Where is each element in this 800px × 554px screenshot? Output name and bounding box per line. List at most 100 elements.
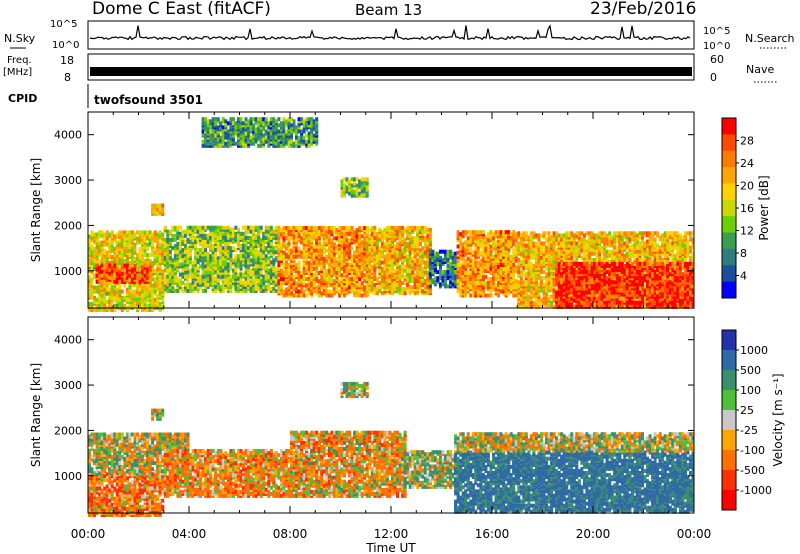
power-cell (426, 252, 430, 257)
power-cell (158, 259, 162, 263)
power-cell (125, 291, 129, 296)
power-cell (257, 282, 261, 287)
power-cell (118, 301, 122, 306)
power-cell (151, 236, 155, 241)
power-cell (274, 256, 278, 261)
power-cell (239, 264, 243, 269)
power-cell (287, 285, 291, 290)
power-cell (204, 264, 208, 269)
power-cell (90, 277, 94, 282)
power-cell (244, 270, 248, 275)
power-cell (186, 246, 190, 251)
power-cell (148, 277, 152, 282)
power-cell (201, 248, 205, 253)
power-cell (385, 258, 389, 263)
power-cell (237, 264, 240, 269)
power-cell (158, 279, 162, 284)
power-cell (345, 271, 349, 275)
power-cell (396, 232, 399, 236)
power-cell (176, 288, 180, 293)
power-cell (88, 242, 91, 247)
power-cell (125, 287, 129, 292)
power-cell (158, 263, 162, 268)
power-cell (108, 232, 112, 237)
power-cell (105, 291, 109, 296)
power-cell (136, 287, 139, 292)
power-cell (282, 238, 286, 243)
power-cell (158, 246, 162, 251)
power-cell (113, 263, 117, 268)
power-cell (244, 235, 248, 240)
power-cell (173, 237, 177, 242)
power-cell (211, 246, 215, 251)
power-cell (279, 234, 283, 239)
power-cell (204, 274, 208, 279)
power-cell (428, 284, 432, 289)
power-cell (173, 280, 177, 285)
power-cell (196, 229, 200, 234)
power-cell (257, 252, 261, 257)
power-cell (416, 274, 420, 279)
power-cell (130, 291, 134, 296)
power-cell (138, 230, 142, 235)
power-cell (105, 261, 109, 265)
power-cell (138, 279, 142, 284)
power-cell (95, 254, 99, 259)
power-cell (524, 259, 528, 264)
power-cell (151, 242, 155, 247)
power-cell (259, 270, 263, 275)
power-cell (209, 260, 213, 265)
power-cell (194, 246, 198, 251)
power-cell (325, 258, 329, 263)
power-cell (120, 242, 124, 247)
power-cell (95, 238, 99, 243)
nsky-label: N.Sky (4, 32, 36, 45)
power-cell (105, 263, 109, 268)
power-cell (189, 229, 192, 234)
power-cell (95, 285, 99, 290)
power-cell (88, 277, 91, 282)
power-cell (252, 260, 256, 265)
power-cell (292, 287, 296, 292)
power-cell (534, 233, 538, 238)
power-cell (100, 246, 104, 251)
power-cell (110, 248, 114, 253)
power-cell (428, 240, 432, 245)
power-cell (151, 301, 155, 306)
power-cell (254, 266, 258, 271)
power-cell (514, 250, 518, 255)
power-cell (524, 272, 528, 277)
power-cell (130, 263, 134, 268)
power-cell (133, 297, 137, 302)
power-cell (279, 242, 283, 247)
power-cell (128, 252, 132, 257)
power-cell (194, 282, 198, 287)
power-cell (279, 287, 283, 292)
power-cell (254, 286, 258, 291)
power-cell (272, 272, 276, 277)
power-cell (178, 225, 182, 230)
power-cell (206, 280, 210, 285)
power-cell (191, 242, 195, 246)
power-cell (123, 271, 127, 276)
power-cell (133, 265, 137, 270)
power-cell (194, 242, 198, 246)
power-cell (284, 293, 288, 298)
power-cell (259, 250, 263, 255)
power-cell (259, 242, 263, 246)
power-cell (184, 282, 187, 287)
power-cell (166, 250, 170, 255)
power-cell (262, 278, 266, 283)
power-cell (345, 238, 349, 243)
power-cell (118, 232, 122, 237)
power-cell (191, 274, 195, 279)
power-cell (216, 266, 220, 271)
power-cell (262, 254, 266, 259)
power-cell (249, 272, 253, 277)
power-cell (295, 262, 298, 267)
power-cell (151, 271, 155, 276)
power-cell (211, 266, 215, 271)
power-cell (221, 266, 225, 271)
power-cell (123, 242, 127, 247)
power-cell (136, 236, 139, 241)
